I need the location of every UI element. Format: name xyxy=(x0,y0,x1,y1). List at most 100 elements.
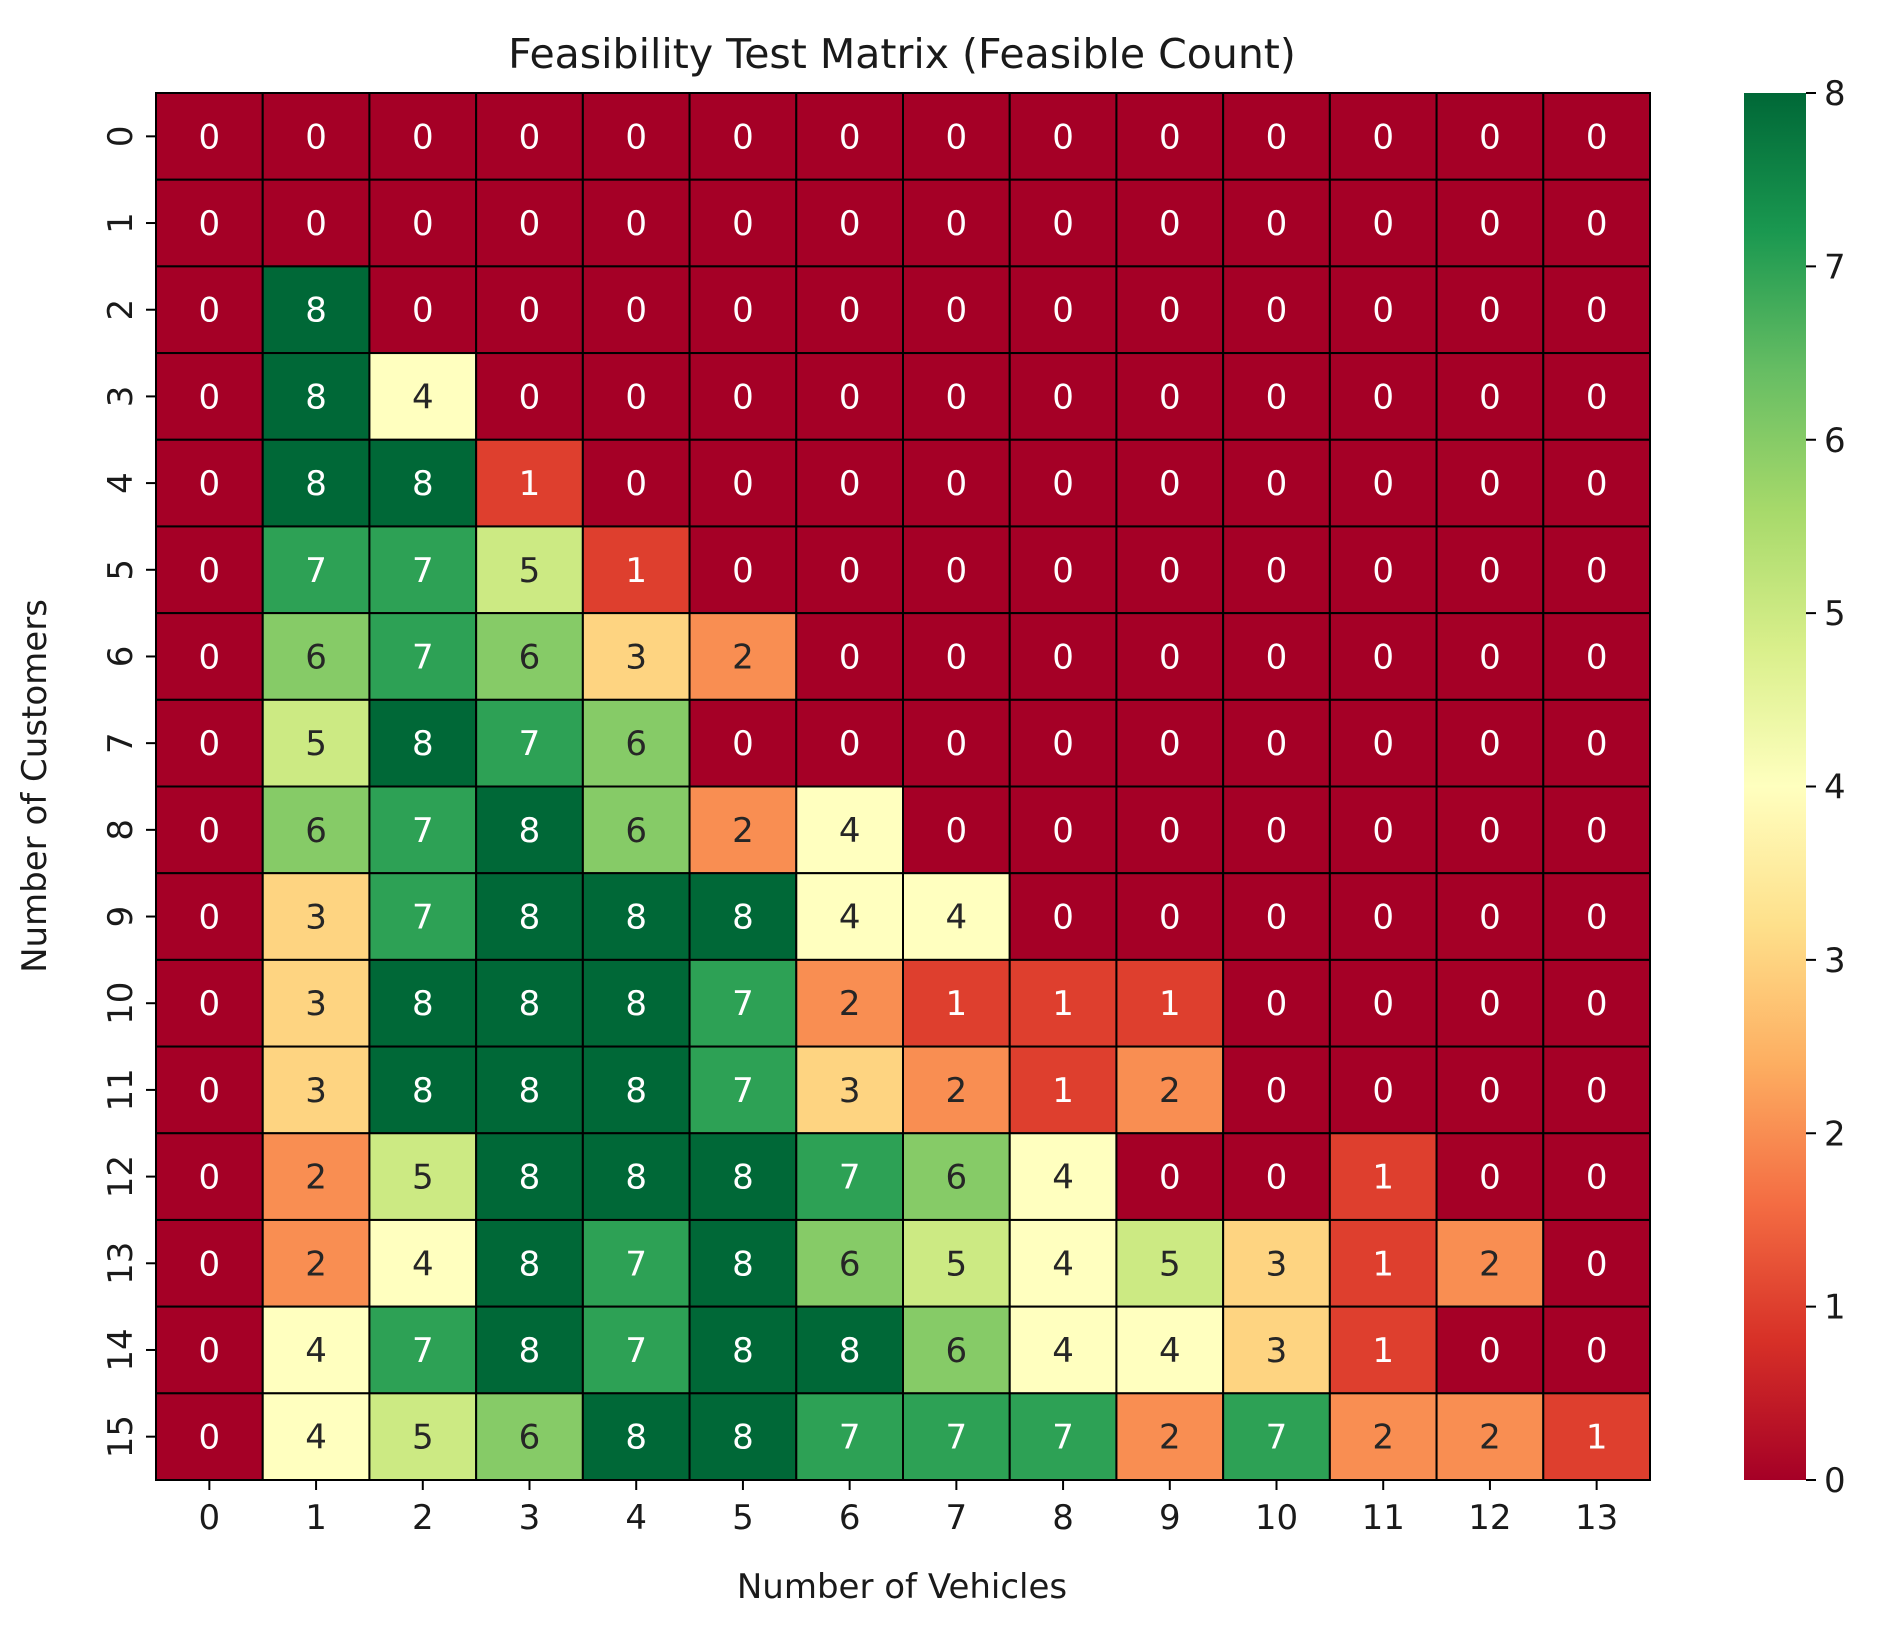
heatmap-cell xyxy=(155,92,264,181)
cell-value-label: 0 xyxy=(1052,724,1074,764)
heatmap-cell xyxy=(902,525,1011,615)
heatmap-cell xyxy=(1222,1132,1331,1221)
heatmap-cell xyxy=(1222,785,1331,875)
heatmap-cell xyxy=(1542,1132,1652,1221)
heatmap-cell xyxy=(1435,1132,1545,1221)
heatmap-cell xyxy=(368,92,478,181)
heatmap-cell xyxy=(688,1305,798,1395)
cell-value-label: 1 xyxy=(1052,1071,1074,1111)
heatmap-cell xyxy=(368,438,478,528)
y-tick-label: 3 xyxy=(101,386,141,408)
cell-value-label: 0 xyxy=(1159,291,1181,331)
cell-value-label: 7 xyxy=(625,1331,647,1371)
cell-value-label: 0 xyxy=(1372,724,1394,764)
colorbar-tick-label: 1 xyxy=(1824,1288,1846,1328)
cell-value-label: 7 xyxy=(732,1071,754,1111)
cell-value-label: 0 xyxy=(1372,377,1394,417)
heatmap-cell xyxy=(1115,698,1225,788)
cell-value-label: 0 xyxy=(946,551,968,591)
heatmap-cell xyxy=(1008,1132,1118,1221)
cell-value-label: 2 xyxy=(305,1158,327,1198)
cell-value-label: 8 xyxy=(519,1071,541,1111)
cell-value-label: 7 xyxy=(625,1244,647,1284)
cell-value-label: 0 xyxy=(1479,1158,1501,1198)
cell-value-label: 8 xyxy=(519,984,541,1024)
cell-value-label: 3 xyxy=(305,1071,327,1111)
heatmap-cell xyxy=(1542,698,1652,788)
x-axis-label: Number of Vehicles xyxy=(737,1567,1067,1607)
x-tick-label: 10 xyxy=(1255,1498,1298,1538)
heatmap-cell xyxy=(581,1218,691,1308)
cell-value-label: 0 xyxy=(1372,898,1394,938)
cell-value-label: 0 xyxy=(946,724,968,764)
cell-value-label: 0 xyxy=(1052,204,1074,244)
cell-value-label: 0 xyxy=(199,1244,221,1284)
cell-value-label: 8 xyxy=(519,1158,541,1198)
cell-value-label: 2 xyxy=(1159,1071,1181,1111)
cell-value-label: 8 xyxy=(732,1331,754,1371)
cell-value-label: 0 xyxy=(625,291,647,331)
cell-value-label: 7 xyxy=(412,637,434,677)
cell-value-label: 0 xyxy=(1052,291,1074,331)
cell-value-label: 0 xyxy=(1479,1331,1501,1371)
heatmap-cell xyxy=(902,438,1011,528)
cell-value-label: 0 xyxy=(1372,984,1394,1024)
heatmap-cell xyxy=(1328,785,1438,875)
cell-value-label: 0 xyxy=(1052,377,1074,417)
heatmap-cell xyxy=(1222,265,1331,355)
cell-value-label: 0 xyxy=(732,724,754,764)
y-tick-label: 11 xyxy=(101,1068,141,1111)
cell-value-label: 6 xyxy=(625,811,647,851)
cell-value-label: 0 xyxy=(839,637,861,677)
cell-value-label: 0 xyxy=(1159,377,1181,417)
heatmap-cell xyxy=(1115,958,1225,1048)
cell-value-label: 0 xyxy=(946,464,968,504)
heatmap-cell xyxy=(688,178,798,268)
cell-value-label: 5 xyxy=(946,1244,968,1284)
cell-value-label: 6 xyxy=(625,724,647,764)
colorbar-tick-label: 5 xyxy=(1824,594,1846,634)
y-tick-label: 15 xyxy=(101,1415,141,1458)
cell-value-label: 8 xyxy=(519,1244,541,1284)
cell-value-label: 7 xyxy=(839,1158,861,1198)
cell-value-label: 0 xyxy=(1159,204,1181,244)
heatmap-cell xyxy=(475,1392,584,1481)
cell-value-label: 0 xyxy=(1372,637,1394,677)
cell-value-label: 0 xyxy=(1479,724,1501,764)
cell-value-label: 4 xyxy=(1052,1244,1074,1284)
heatmap-cell xyxy=(368,1045,478,1135)
cell-value-label: 0 xyxy=(625,377,647,417)
cell-value-label: 1 xyxy=(1372,1244,1394,1284)
x-tick-label: 13 xyxy=(1575,1498,1618,1538)
heatmap-cell xyxy=(368,525,478,615)
cell-value-label: 0 xyxy=(199,1418,221,1458)
cell-value-label: 7 xyxy=(732,984,754,1024)
heatmap-cell xyxy=(1542,1045,1652,1135)
cell-value-label: 7 xyxy=(412,1331,434,1371)
cell-value-label: 0 xyxy=(519,204,541,244)
heatmap-cell xyxy=(688,525,798,615)
heatmap-cell xyxy=(155,265,264,355)
cell-value-label: 0 xyxy=(1586,898,1608,938)
cell-value-label: 5 xyxy=(519,551,541,591)
cell-value-label: 0 xyxy=(519,291,541,331)
heatmap-cell xyxy=(1328,92,1438,181)
cell-value-label: 7 xyxy=(519,724,541,764)
cell-value-label: 0 xyxy=(1159,464,1181,504)
cell-value-label: 8 xyxy=(519,898,541,938)
heatmap-cell xyxy=(1008,958,1118,1048)
heatmap-cell xyxy=(902,92,1011,181)
cell-value-label: 0 xyxy=(412,117,434,157)
cell-value-label: 8 xyxy=(732,898,754,938)
cell-value-label: 0 xyxy=(1586,811,1608,851)
y-tick-label: 6 xyxy=(101,646,141,668)
heatmap-cell xyxy=(1328,352,1438,441)
heatmap-cell xyxy=(1328,698,1438,788)
heatmap-cell xyxy=(1328,1218,1438,1308)
cell-value-label: 0 xyxy=(1586,291,1608,331)
heatmap-cell xyxy=(1328,265,1438,355)
cell-value-label: 4 xyxy=(1052,1331,1074,1371)
cell-value-label: 0 xyxy=(1266,637,1288,677)
heatmap-cell xyxy=(155,698,264,788)
